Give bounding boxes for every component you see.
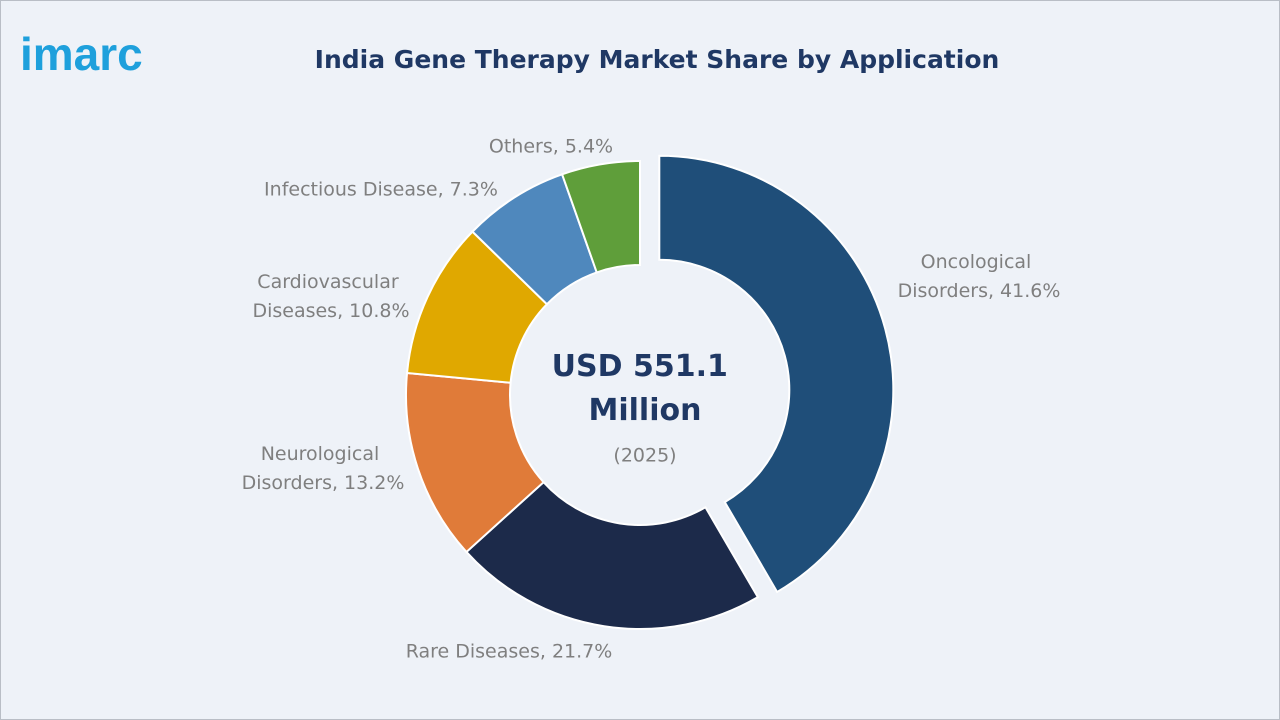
center-subtitle: (2025) <box>613 445 676 467</box>
data-label: Oncological Disorders, 41.6% <box>898 251 1061 302</box>
data-label: Neurological Disorders, 13.2% <box>242 443 405 494</box>
data-label: Cardiovascular Diseases, 10.8% <box>252 271 409 322</box>
donut-slice <box>658 154 895 594</box>
data-label: Rare Diseases, 21.7% <box>406 641 613 663</box>
donut-slice <box>560 159 641 274</box>
logo: imarc <box>20 28 143 80</box>
center-title: USD 551.1 Million <box>552 349 739 428</box>
data-label: Infectious Disease, 7.3% <box>264 179 498 201</box>
chart-title: India Gene Therapy Market Share by Appli… <box>315 45 1000 74</box>
data-label: Others, 5.4% <box>489 136 613 158</box>
donut-slice <box>465 480 760 630</box>
